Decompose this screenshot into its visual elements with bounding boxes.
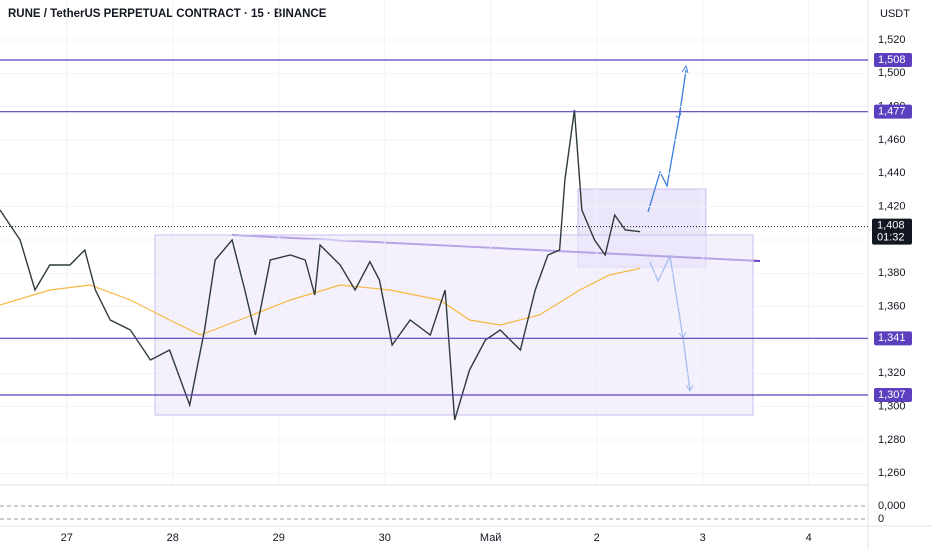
- x-tick-label: 3: [700, 532, 706, 544]
- level-label-box: [874, 331, 912, 346]
- y-tick-label: 1,260: [878, 467, 906, 479]
- x-tick-label: 28: [167, 532, 179, 544]
- level-label: 1,307: [878, 389, 906, 401]
- y-tick-label: 1,460: [878, 134, 906, 146]
- level-label: 1,508: [878, 54, 906, 66]
- last-price-label: 1,408: [877, 220, 905, 232]
- x-tick-label: 30: [379, 532, 391, 544]
- x-tick-label: 27: [61, 532, 73, 544]
- y-tick-label: 1,380: [878, 267, 906, 279]
- x-tick-label: 2: [594, 532, 600, 544]
- y-tick-label: 1,420: [878, 201, 906, 213]
- y-tick-label: 1,320: [878, 367, 906, 379]
- x-tick-label: Май: [480, 532, 502, 544]
- x-tick-label: 29: [273, 532, 285, 544]
- countdown: 01:32: [877, 232, 905, 244]
- indicator-label: 0: [878, 513, 884, 525]
- range-box: [154, 234, 754, 416]
- x-tick-label: 4: [806, 532, 812, 544]
- arrowhead: [681, 64, 689, 74]
- currency: USDT: [880, 8, 910, 20]
- price-line: [0, 109, 641, 421]
- arrow-up: [647, 69, 687, 213]
- y-tick-label: 1,280: [878, 434, 906, 446]
- last-price-box: [872, 218, 912, 245]
- moving-average: [0, 267, 641, 336]
- level-label-box: [874, 388, 912, 402]
- indicator-label: 0,000: [878, 500, 906, 512]
- y-tick-label: 1,440: [878, 167, 906, 179]
- y-tick-label: 1,520: [878, 34, 906, 46]
- y-tick-label: 1,500: [878, 67, 906, 79]
- level-label-box: [874, 104, 912, 119]
- chart-title: RUNE / TetherUS PERPETUAL CONTRACT · 15 …: [8, 8, 327, 20]
- level-label-box: [874, 53, 912, 67]
- level-label: 1,341: [878, 332, 906, 344]
- arrowhead: [675, 112, 682, 119]
- y-tick-label: 1,300: [878, 401, 906, 413]
- level-label: 1,477: [878, 106, 906, 118]
- y-tick-label: 1,360: [878, 301, 906, 313]
